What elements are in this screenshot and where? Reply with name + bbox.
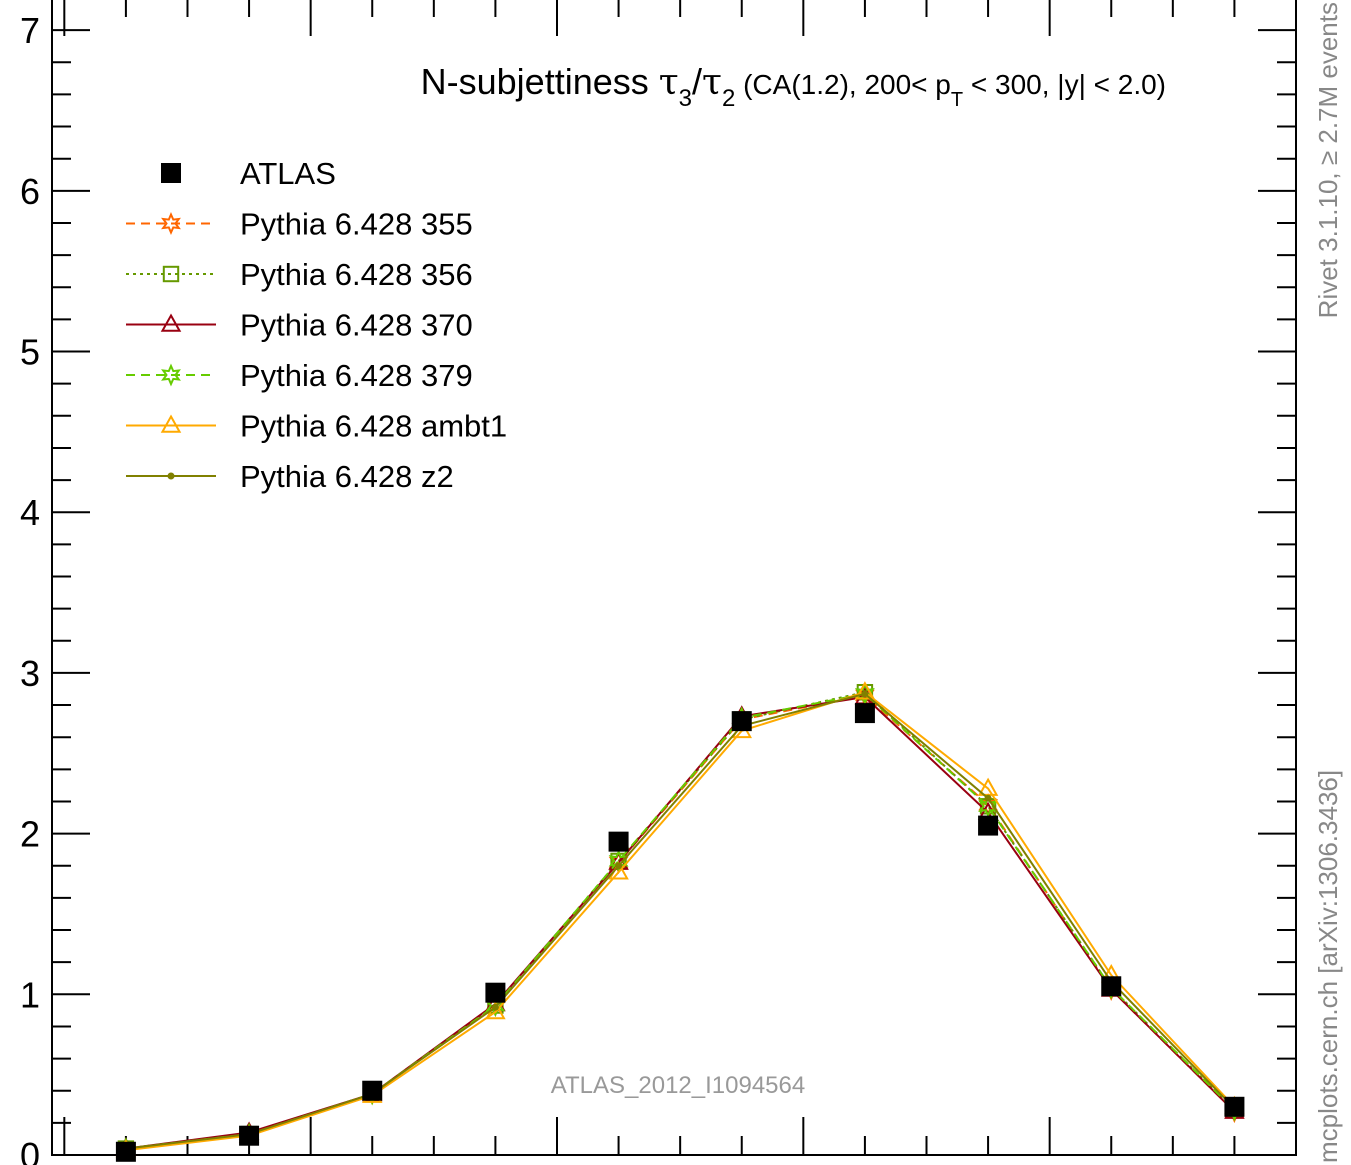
legend-entry: Pythia 6.428 370 xyxy=(126,308,473,343)
legend-marker xyxy=(161,212,181,235)
side-label-rivet: Rivet 3.1.10, ≥ 2.7M events xyxy=(1313,2,1343,318)
legend: ATLAS Pythia 6.428 355 Pythia 6.428 356 Pyt… xyxy=(126,156,507,494)
legend-label: Pythia 6.428 z2 xyxy=(240,459,454,494)
title-cond-pre: (CA(1.2), 200< p xyxy=(743,69,951,100)
data-point xyxy=(854,682,875,706)
legend-entry: Pythia 6.428 z2 xyxy=(126,459,454,494)
data-point xyxy=(485,982,506,1003)
legend-label: Pythia 6.428 379 xyxy=(240,358,473,393)
legend-marker xyxy=(161,363,181,387)
y-axis-ticks xyxy=(52,29,1296,1156)
data-point xyxy=(1101,976,1122,997)
title-cond-sub: T xyxy=(951,89,963,111)
data-point xyxy=(854,703,875,724)
y-tick-label: 5 xyxy=(20,332,40,373)
data-point xyxy=(615,862,623,870)
series-atlas xyxy=(115,703,1245,1162)
data-point xyxy=(239,1125,260,1146)
analysis-annotation: ATLAS_2012_I1094564 xyxy=(551,1072,805,1099)
series-line xyxy=(125,692,1236,1150)
y-tick-label: 1 xyxy=(20,974,40,1015)
title-sub2: 2 xyxy=(722,85,735,112)
legend-label: Pythia 6.428 370 xyxy=(240,308,473,343)
series-layer xyxy=(115,681,1245,1162)
data-point xyxy=(984,794,992,802)
y-tick-label: 7 xyxy=(20,10,40,51)
y-tick-label: 0 xyxy=(20,1135,40,1165)
data-point xyxy=(731,711,752,732)
legend-marker xyxy=(161,163,181,183)
data-point xyxy=(854,681,876,700)
legend-marker xyxy=(160,414,182,433)
data-point xyxy=(608,831,629,852)
chart-title: N-subjettiness τ3/τ2 (CA(1.2), 200< pT <… xyxy=(421,61,1166,112)
title-tau3: τ xyxy=(659,62,679,103)
y-tick-label: 6 xyxy=(20,171,40,212)
legend-marker xyxy=(167,472,175,480)
legend-entry: Pythia 6.428 356 xyxy=(126,257,473,292)
x-axis-ticks xyxy=(63,0,1297,1155)
title-sub3: 3 xyxy=(679,85,692,112)
legend-entry: ATLAS xyxy=(161,156,336,191)
data-point xyxy=(115,1141,136,1162)
title-main: N-subjettiness xyxy=(421,61,649,102)
legend-entry: Pythia 6.428 379 xyxy=(126,358,473,393)
legend-label: Pythia 6.428 ambt1 xyxy=(240,409,507,444)
y-tick-label: 2 xyxy=(20,814,40,855)
data-point xyxy=(1224,1096,1245,1117)
legend-label: ATLAS xyxy=(240,156,336,191)
title-slash: / xyxy=(692,61,702,102)
legend-marker xyxy=(162,265,180,283)
title-cond-post: < 300, |y| < 2.0) xyxy=(963,69,1166,100)
legend-label: Pythia 6.428 356 xyxy=(240,257,473,292)
data-point xyxy=(491,1003,499,1011)
legend-entry: Pythia 6.428 ambt1 xyxy=(126,409,507,444)
title-tau2: τ xyxy=(702,62,722,103)
y-tick-label: 4 xyxy=(20,492,40,533)
y-axis-tick-labels: 0 1 2 3 4 5 6 7 xyxy=(20,10,40,1165)
side-label-mcplots: mcplots.cern.ch [arXiv:1306.3436] xyxy=(1313,770,1343,1163)
series-line xyxy=(125,691,1236,1152)
legend-entry: Pythia 6.428 355 xyxy=(126,207,473,242)
data-point xyxy=(861,690,869,698)
legend-label: Pythia 6.428 355 xyxy=(240,207,473,242)
legend-marker xyxy=(160,313,182,332)
y-tick-label: 3 xyxy=(20,653,40,694)
data-point xyxy=(978,815,999,836)
data-point xyxy=(362,1080,383,1101)
